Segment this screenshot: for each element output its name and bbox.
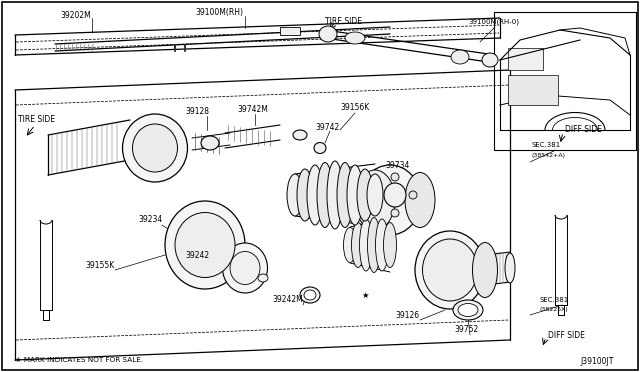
Ellipse shape — [472, 243, 497, 298]
Text: ★: ★ — [361, 291, 369, 299]
Ellipse shape — [223, 243, 268, 293]
Ellipse shape — [122, 114, 188, 182]
Ellipse shape — [317, 163, 333, 228]
Ellipse shape — [175, 212, 235, 278]
Text: 39234: 39234 — [138, 215, 163, 224]
Ellipse shape — [293, 130, 307, 140]
Text: DIFF SIDE: DIFF SIDE — [565, 125, 602, 135]
Text: 39128: 39128 — [185, 108, 209, 116]
Text: TIRE SIDE: TIRE SIDE — [18, 115, 55, 125]
Text: 39155K: 39155K — [85, 260, 115, 269]
Ellipse shape — [314, 142, 326, 154]
Ellipse shape — [230, 251, 260, 285]
Bar — [280, 27, 300, 35]
Ellipse shape — [355, 170, 395, 230]
Text: 39126: 39126 — [395, 311, 419, 320]
Ellipse shape — [258, 274, 268, 282]
Text: SEC.381: SEC.381 — [532, 142, 561, 148]
Text: 39742M: 39742M — [237, 106, 268, 115]
Ellipse shape — [304, 290, 316, 300]
Ellipse shape — [376, 219, 388, 271]
Bar — [508, 75, 558, 105]
Ellipse shape — [297, 169, 313, 221]
Ellipse shape — [344, 228, 356, 263]
Text: 39752: 39752 — [454, 326, 478, 334]
Ellipse shape — [482, 53, 498, 67]
Ellipse shape — [453, 300, 483, 320]
Ellipse shape — [359, 165, 421, 235]
Ellipse shape — [319, 26, 337, 42]
Text: 39156K: 39156K — [340, 103, 369, 112]
Ellipse shape — [384, 183, 406, 207]
Ellipse shape — [451, 50, 469, 64]
Ellipse shape — [422, 239, 477, 301]
Ellipse shape — [391, 209, 399, 217]
Ellipse shape — [505, 253, 515, 283]
Ellipse shape — [367, 174, 383, 216]
Ellipse shape — [337, 163, 353, 228]
Ellipse shape — [345, 32, 365, 44]
Ellipse shape — [165, 201, 245, 289]
Text: (38225X): (38225X) — [539, 308, 568, 312]
Ellipse shape — [307, 165, 323, 225]
Text: 39242: 39242 — [185, 250, 209, 260]
Ellipse shape — [347, 165, 363, 225]
Ellipse shape — [327, 161, 343, 229]
Ellipse shape — [415, 231, 485, 309]
Ellipse shape — [458, 304, 478, 317]
Text: 39242M: 39242M — [272, 295, 303, 305]
Ellipse shape — [357, 169, 373, 221]
Ellipse shape — [201, 136, 219, 150]
Text: DIFF SIDE: DIFF SIDE — [548, 330, 585, 340]
Text: SEC.381: SEC.381 — [540, 297, 569, 303]
Ellipse shape — [409, 191, 417, 199]
Text: 39100M(RH-0): 39100M(RH-0) — [468, 19, 519, 25]
Ellipse shape — [300, 287, 320, 303]
Ellipse shape — [367, 218, 381, 273]
Ellipse shape — [132, 124, 177, 172]
Ellipse shape — [391, 173, 399, 181]
Text: 39742: 39742 — [315, 122, 339, 131]
Text: 39734: 39734 — [385, 160, 410, 170]
Text: J39100JT: J39100JT — [580, 357, 613, 366]
Text: (38542+A): (38542+A) — [531, 153, 565, 157]
Ellipse shape — [360, 219, 372, 271]
Text: 39202M: 39202M — [60, 10, 91, 19]
Ellipse shape — [373, 191, 381, 199]
Ellipse shape — [383, 222, 397, 267]
Bar — [508, 48, 543, 70]
Ellipse shape — [287, 174, 303, 216]
Text: 39100M(RH): 39100M(RH) — [195, 9, 243, 17]
Text: ★ MARK INDICATES NOT FOR SALE.: ★ MARK INDICATES NOT FOR SALE. — [15, 357, 143, 363]
Ellipse shape — [405, 173, 435, 228]
Text: TIRE SIDE: TIRE SIDE — [325, 17, 362, 26]
Ellipse shape — [351, 222, 365, 267]
